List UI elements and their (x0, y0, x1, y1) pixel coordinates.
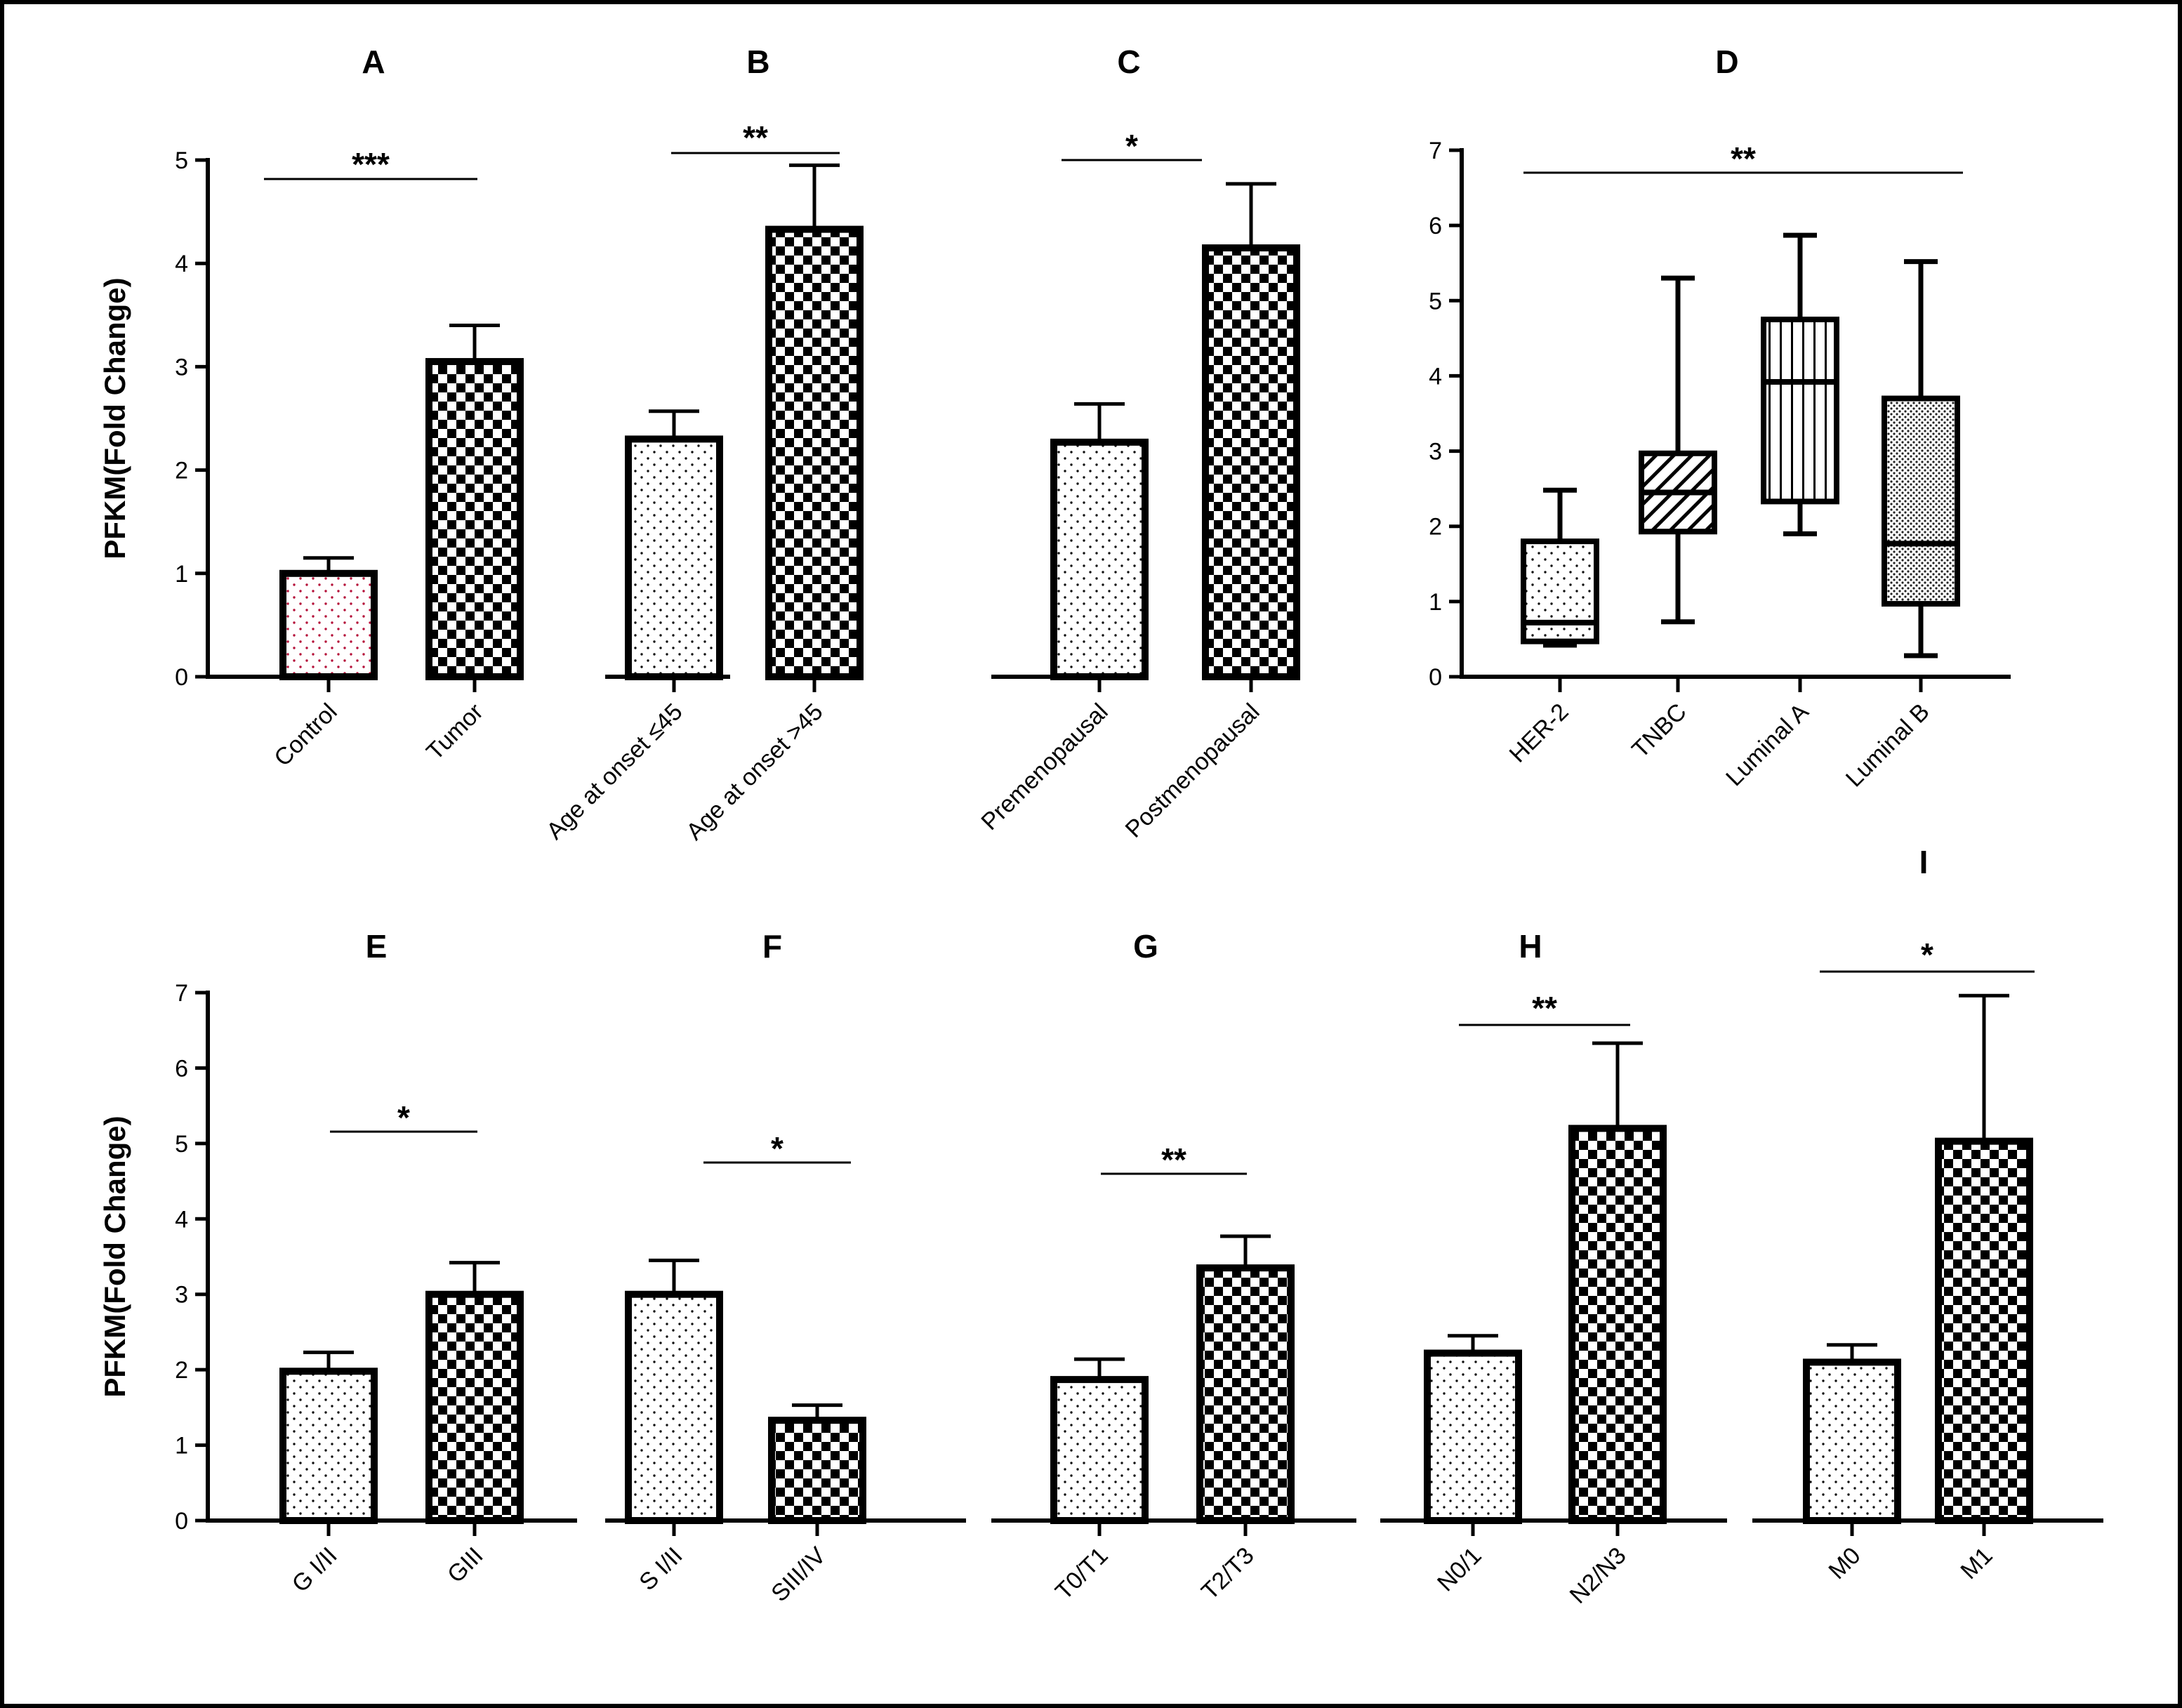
significance-label: ** (743, 119, 768, 156)
y-tick-label: 3 (175, 354, 188, 380)
bar (279, 569, 378, 680)
panel-label: C (1117, 44, 1140, 80)
panel-label: E (366, 928, 388, 965)
y-tick-label: 6 (1429, 213, 1442, 239)
panel-i: IM0 M1* (1752, 844, 2103, 1584)
panel-g: GT0/T1 T2/T3** (991, 928, 1356, 1605)
significance-label: ** (1161, 1141, 1186, 1178)
y-tick-label: 1 (175, 561, 188, 588)
bar (1935, 1137, 2033, 1524)
y-axis-title: PFKM(Fold Change) (98, 1116, 131, 1397)
bar (1050, 1376, 1149, 1524)
y-tick-label: 6 (175, 1055, 188, 1082)
box (1521, 538, 1599, 644)
bar (425, 1290, 524, 1524)
significance-label: ** (1532, 990, 1557, 1026)
y-tick-label: 0 (1429, 664, 1442, 691)
bar (765, 225, 864, 680)
y-tick-label: 4 (175, 251, 188, 277)
bar (625, 435, 723, 680)
panel-label: A (362, 44, 385, 80)
y-tick-label: 0 (175, 1508, 188, 1535)
significance-label: ** (1731, 140, 1756, 177)
y-tick-label: 7 (175, 980, 188, 1007)
y-tick-label: 2 (175, 1357, 188, 1384)
y-tick-label: 5 (175, 147, 188, 174)
y-tick-label: 3 (175, 1282, 188, 1309)
y-tick-label: 4 (175, 1206, 188, 1233)
y-tick-label: 4 (1429, 363, 1442, 390)
bar (768, 1417, 866, 1524)
panel-label: H (1519, 928, 1542, 965)
y-tick-label: 2 (1429, 514, 1442, 541)
panel-label: B (746, 44, 769, 80)
y-tick-label: 7 (1429, 138, 1442, 164)
panel-label: I (1919, 844, 1929, 880)
y-tick-label: 2 (175, 458, 188, 484)
y-tick-label: 0 (175, 664, 188, 691)
significance-label: * (397, 1099, 410, 1136)
significance-label: * (1921, 936, 1933, 973)
bar (1424, 1349, 1522, 1524)
y-tick-label: 5 (175, 1131, 188, 1158)
panel-label: D (1715, 44, 1738, 80)
y-tick-label: 1 (1429, 589, 1442, 616)
bar (1196, 1264, 1295, 1524)
bar (1202, 244, 1300, 680)
significance-label: * (1125, 128, 1138, 164)
box (1882, 395, 1960, 607)
bar (625, 1290, 723, 1524)
panel-label: F (762, 928, 782, 965)
bar (1803, 1358, 1901, 1525)
y-tick-label: 3 (1429, 439, 1442, 465)
bar (279, 1368, 378, 1524)
y-tick-label: 1 (175, 1433, 188, 1459)
bar (1050, 438, 1149, 681)
bar (425, 358, 524, 680)
bar (1568, 1125, 1667, 1525)
significance-label: * (771, 1130, 783, 1167)
box (1761, 317, 1839, 505)
significance-label: *** (352, 146, 390, 183)
y-tick-label: 5 (1429, 288, 1442, 315)
y-axis-title: PFKM(Fold Change) (98, 277, 131, 559)
panel-label: G (1133, 928, 1158, 965)
